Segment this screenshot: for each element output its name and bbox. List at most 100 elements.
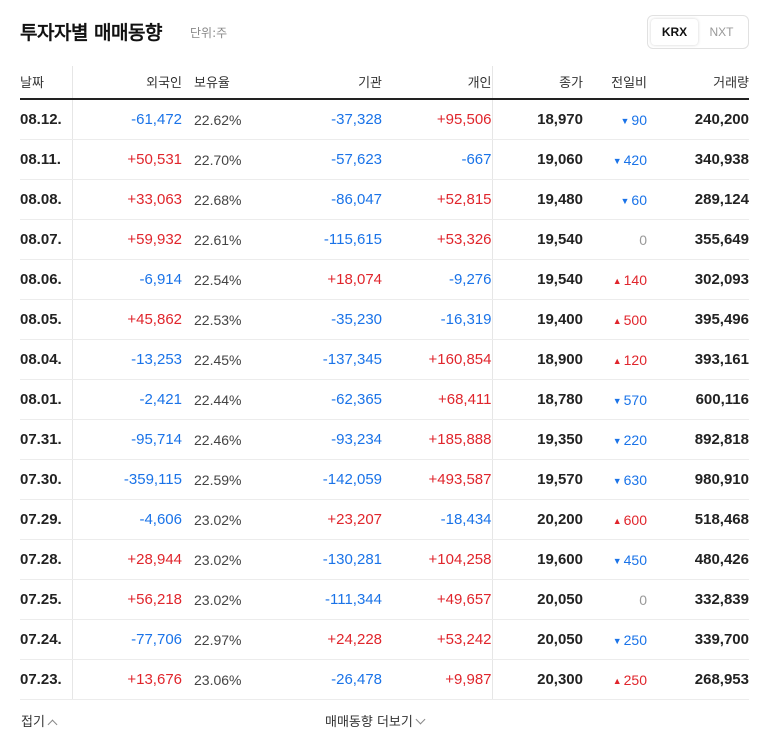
volume-cell: 393,161: [655, 339, 749, 380]
change-value: 450: [623, 551, 647, 568]
table-row: 08.08. +33,063 22.68% -86,047 +52,815 19,480 ▼…: [20, 179, 749, 220]
individual-cell: -16,319: [382, 299, 493, 340]
foreign-cell: +59,932: [72, 219, 188, 260]
institution-cell: -26,478: [248, 659, 382, 700]
individual-cell: -18,434: [382, 499, 493, 540]
more-trading-button[interactable]: 매매동향 더보기: [325, 711, 426, 730]
change-value: 600: [623, 511, 647, 528]
date-cell: 07.25.: [20, 579, 73, 620]
chevron-down-icon: [415, 714, 426, 725]
institution-cell: -86,047: [248, 179, 382, 220]
more-trading-label: 매매동향 더보기: [325, 715, 413, 730]
change-cell: ▲ 600: [583, 499, 655, 540]
institution-cell: -111,344: [248, 579, 382, 620]
table-row: 07.29. -4,606 23.02% +23,207 -18,434 20,200 ▲ 6…: [20, 499, 749, 540]
change-value: 630: [623, 471, 647, 488]
date-cell: 07.29.: [20, 499, 73, 540]
table-row: 07.25. +56,218 23.02% -111,344 +49,657 20,050…: [20, 579, 749, 620]
triangle-up-icon: ▲: [612, 355, 622, 366]
holding-rate-cell: 22.53%: [188, 299, 248, 340]
chevron-up-icon: [47, 719, 58, 730]
date-cell: 07.28.: [20, 539, 73, 580]
institution-cell: -115,615: [248, 219, 382, 260]
holding-rate-cell: 22.68%: [188, 179, 248, 220]
change-cell: ▲ 500: [583, 299, 655, 340]
volume-cell: 240,200: [655, 99, 749, 140]
change-value: 250: [623, 671, 647, 688]
institution-cell: -93,234: [248, 419, 382, 460]
foreign-cell: -2,421: [72, 379, 188, 420]
foreign-cell: -6,914: [72, 259, 188, 300]
change-cell: ▼ 450: [583, 539, 655, 580]
exchange-krx-tab[interactable]: KRX: [651, 19, 698, 45]
change-value: 90: [631, 111, 647, 128]
triangle-down-icon: ▼: [612, 555, 622, 566]
individual-cell: +52,815: [382, 179, 493, 220]
holding-rate-cell: 23.02%: [188, 579, 248, 620]
col-header-change: 전일비: [583, 66, 655, 100]
close-price-cell: 19,060: [492, 139, 583, 180]
holding-rate-cell: 22.45%: [188, 339, 248, 380]
close-price-cell: 18,900: [492, 339, 583, 380]
date-cell: 07.24.: [20, 619, 73, 660]
institution-cell: -137,345: [248, 339, 382, 380]
triangle-up-icon: ▲: [612, 275, 622, 286]
change-value: 250: [623, 631, 647, 648]
foreign-cell: -359,115: [72, 459, 188, 500]
institution-cell: -62,365: [248, 379, 382, 420]
change-cell: 0: [583, 219, 655, 260]
table-row: 08.05. +45,862 22.53% -35,230 -16,319 19,400 ▲…: [20, 299, 749, 340]
table-header-row: 날짜 외국인 보유율 기관 개인 종가 전일비 거래량: [20, 66, 749, 100]
volume-cell: 289,124: [655, 179, 749, 220]
individual-cell: -9,276: [382, 259, 493, 300]
foreign-cell: +56,218: [72, 579, 188, 620]
individual-cell: -667: [382, 139, 493, 180]
individual-cell: +95,506: [382, 99, 493, 140]
individual-cell: +493,587: [382, 459, 493, 500]
institution-cell: -142,059: [248, 459, 382, 500]
table-row: 07.31. -95,714 22.46% -93,234 +185,888 19,350…: [20, 419, 749, 460]
holding-rate-cell: 22.54%: [188, 259, 248, 300]
change-cell: ▼ 420: [583, 139, 655, 180]
triangle-up-icon: ▲: [612, 675, 622, 686]
close-price-cell: 18,780: [492, 379, 583, 420]
individual-cell: +53,242: [382, 619, 493, 660]
volume-cell: 600,116: [655, 379, 749, 420]
individual-cell: +160,854: [382, 339, 493, 380]
col-header-institution: 기관: [248, 66, 382, 100]
close-price-cell: 19,600: [492, 539, 583, 580]
unit-label: 단위:주: [190, 26, 228, 40]
date-cell: 08.07.: [20, 219, 73, 260]
holding-rate-cell: 22.46%: [188, 419, 248, 460]
foreign-cell: +28,944: [72, 539, 188, 580]
change-value: 120: [623, 351, 647, 368]
individual-cell: +104,258: [382, 539, 493, 580]
close-price-cell: 19,350: [492, 419, 583, 460]
volume-cell: 340,938: [655, 139, 749, 180]
triangle-down-icon: ▼: [612, 155, 622, 166]
institution-cell: +24,228: [248, 619, 382, 660]
close-price-cell: 19,480: [492, 179, 583, 220]
date-cell: 07.23.: [20, 659, 73, 700]
table-row: 08.06. -6,914 22.54% +18,074 -9,276 19,540 ▲ 14…: [20, 259, 749, 300]
volume-cell: 332,839: [655, 579, 749, 620]
collapse-button[interactable]: 접기: [21, 711, 58, 730]
close-price-cell: 19,570: [492, 459, 583, 500]
individual-cell: +68,411: [382, 379, 493, 420]
change-cell: ▲ 120: [583, 339, 655, 380]
individual-cell: +185,888: [382, 419, 493, 460]
institution-cell: +23,207: [248, 499, 382, 540]
exchange-nxt-tab[interactable]: NXT: [709, 25, 734, 39]
holding-rate-cell: 22.61%: [188, 219, 248, 260]
triangle-up-icon: ▲: [612, 515, 622, 526]
change-cell: ▼ 570: [583, 379, 655, 420]
triangle-down-icon: ▼: [620, 115, 630, 126]
table-row: 08.04. -13,253 22.45% -137,345 +160,854 18,90…: [20, 339, 749, 380]
col-header-holding: 보유율: [188, 66, 248, 100]
close-price-cell: 20,050: [492, 619, 583, 660]
col-header-individual: 개인: [382, 66, 493, 100]
volume-cell: 892,818: [655, 419, 749, 460]
date-cell: 08.08.: [20, 179, 73, 220]
change-cell: ▼ 60: [583, 179, 655, 220]
table-row: 07.28. +28,944 23.02% -130,281 +104,258 19,60…: [20, 539, 749, 580]
